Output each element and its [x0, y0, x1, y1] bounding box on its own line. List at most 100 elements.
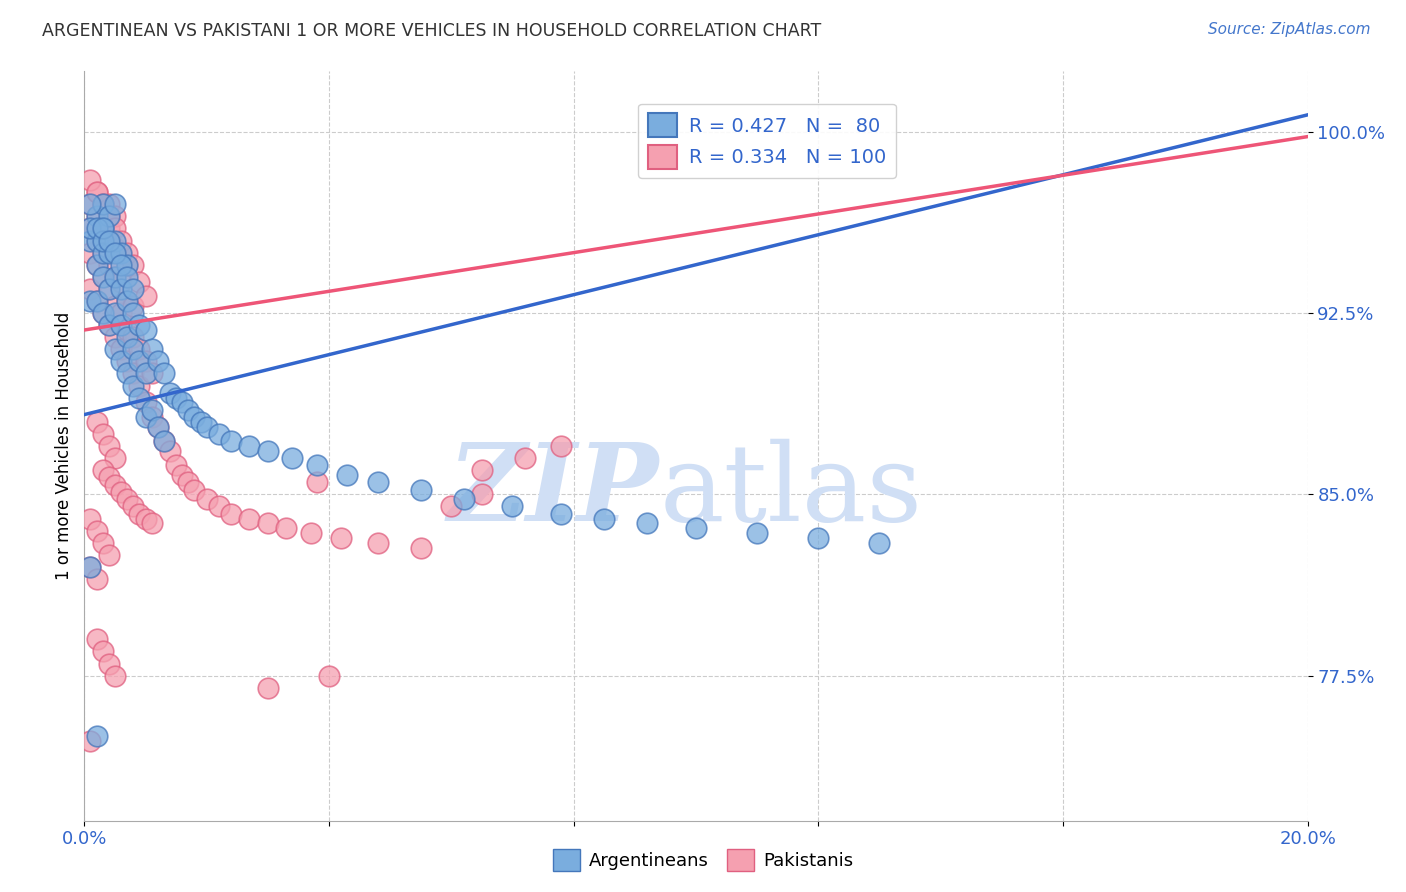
Point [79, 559, 101, 574]
Point [115, 492, 138, 507]
Point [128, 343, 150, 357]
Point [91, 426, 114, 441]
Point [86, 210, 108, 224]
Point [104, 210, 127, 224]
Point [128, 275, 150, 289]
Point [86, 524, 108, 538]
Point [257, 443, 280, 458]
Point [159, 443, 181, 458]
Point [146, 419, 169, 434]
Point [97, 282, 120, 296]
Point [91, 197, 114, 211]
Point [122, 299, 145, 313]
Point [141, 402, 163, 417]
Point [636, 516, 658, 531]
Point [91, 234, 114, 248]
Point [257, 681, 280, 695]
Point [91, 269, 114, 284]
Point [305, 475, 328, 490]
Point [115, 330, 138, 344]
Point [330, 531, 353, 545]
Point [318, 668, 340, 682]
Point [550, 439, 572, 453]
Point [367, 535, 389, 549]
Point [104, 245, 127, 260]
Point [110, 343, 132, 357]
Point [110, 484, 132, 499]
Point [91, 221, 114, 235]
Point [97, 210, 120, 224]
Point [97, 221, 120, 235]
Text: ARGENTINEAN VS PAKISTANI 1 OR MORE VEHICLES IN HOUSEHOLD CORRELATION CHART: ARGENTINEAN VS PAKISTANI 1 OR MORE VEHIC… [42, 22, 821, 40]
Point [177, 402, 200, 417]
Point [110, 245, 132, 260]
Point [115, 323, 138, 337]
Point [135, 367, 157, 381]
Point [97, 439, 120, 453]
Point [115, 269, 138, 284]
Point [135, 511, 157, 525]
Y-axis label: 1 or more Vehicles in Household: 1 or more Vehicles in Household [55, 312, 73, 580]
Point [79, 197, 101, 211]
Point [183, 409, 205, 424]
Point [104, 269, 127, 284]
Point [91, 535, 114, 549]
Point [502, 500, 524, 514]
Point [153, 367, 176, 381]
Point [141, 516, 163, 531]
Point [110, 245, 132, 260]
Point [79, 234, 101, 248]
Point [104, 477, 127, 491]
Point [91, 463, 114, 477]
Point [91, 245, 114, 260]
Point [86, 258, 108, 272]
Point [86, 415, 108, 429]
Point [91, 306, 114, 320]
Point [86, 185, 108, 199]
Point [747, 526, 769, 541]
Point [409, 541, 432, 555]
Point [685, 521, 707, 535]
Point [91, 306, 114, 320]
Point [115, 258, 138, 272]
Point [238, 439, 260, 453]
Point [91, 245, 114, 260]
Point [115, 354, 138, 368]
Point [97, 470, 120, 484]
Point [110, 354, 132, 368]
Point [86, 729, 108, 743]
Point [336, 468, 359, 483]
Point [299, 526, 322, 541]
Point [172, 395, 194, 409]
Point [104, 241, 127, 255]
Point [86, 293, 108, 308]
Point [104, 330, 127, 344]
Point [141, 343, 163, 357]
Point [208, 500, 231, 514]
Point [91, 197, 114, 211]
Point [97, 318, 120, 333]
Point [97, 258, 120, 272]
Point [122, 330, 145, 344]
Point [440, 500, 463, 514]
Point [128, 378, 150, 392]
Point [91, 221, 114, 235]
Point [146, 354, 169, 368]
Point [86, 234, 108, 248]
Point [79, 197, 101, 211]
Point [305, 458, 328, 473]
Point [91, 221, 114, 235]
Point [122, 500, 145, 514]
Point [183, 483, 205, 497]
Point [165, 391, 187, 405]
Text: ZIP: ZIP [449, 438, 659, 544]
Point [104, 269, 127, 284]
Point [238, 511, 260, 525]
Point [122, 343, 145, 357]
Point [153, 434, 176, 449]
Point [219, 434, 242, 449]
Point [86, 258, 108, 272]
Point [110, 306, 132, 320]
Point [219, 507, 242, 521]
Point [122, 258, 145, 272]
